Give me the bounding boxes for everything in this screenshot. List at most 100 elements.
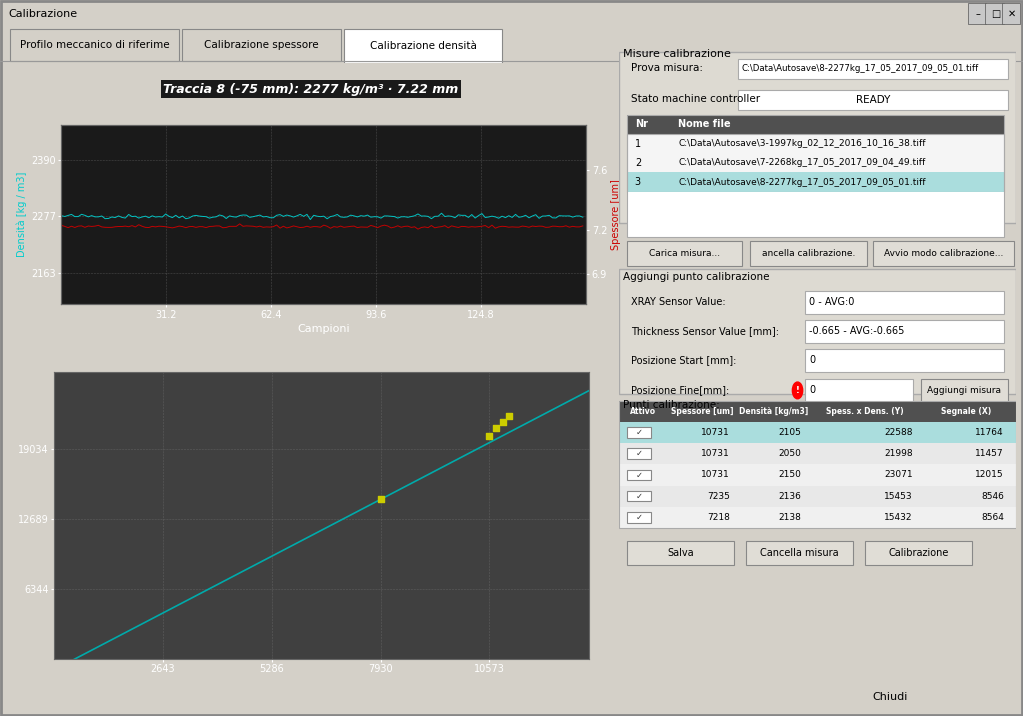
Text: ✓: ✓ (635, 470, 642, 480)
Text: Spessore [um]: Spessore [um] (671, 407, 733, 416)
Text: 2: 2 (635, 158, 641, 168)
Text: 10731: 10731 (702, 470, 730, 480)
Text: Posizione Fine[mm]:: Posizione Fine[mm]: (631, 385, 729, 395)
Text: Stato machine controller: Stato machine controller (631, 95, 760, 104)
Bar (619, 422, 1016, 443)
Text: 11764: 11764 (975, 428, 1004, 437)
Bar (619, 465, 1016, 485)
Bar (619, 401, 1016, 422)
Bar (10, 29, 179, 61)
Text: 10731: 10731 (702, 449, 730, 458)
Text: Carica misura...: Carica misura... (649, 249, 720, 258)
Text: 12015: 12015 (975, 470, 1004, 480)
Bar (619, 443, 1016, 465)
Bar (627, 153, 1004, 173)
Bar (627, 470, 651, 480)
Text: 2150: 2150 (779, 470, 801, 480)
Text: Calibrazione: Calibrazione (888, 548, 948, 558)
Bar (627, 173, 1004, 192)
Text: 22588: 22588 (884, 428, 913, 437)
Text: Attivo: Attivo (630, 407, 656, 416)
Bar (619, 52, 1016, 223)
Bar (968, 3, 986, 24)
Bar (985, 3, 1004, 24)
Text: 7218: 7218 (707, 513, 730, 522)
Bar (805, 320, 1004, 343)
Bar (627, 491, 651, 501)
Text: C:\Data\Autosave\8-2277kg_17_05_2017_09_05_01.tiff: C:\Data\Autosave\8-2277kg_17_05_2017_09_… (678, 178, 926, 187)
Text: –: – (976, 9, 980, 19)
Bar (619, 401, 1016, 528)
Bar (627, 115, 1004, 134)
Text: Calibrazione spessore: Calibrazione spessore (204, 40, 319, 50)
Text: 0: 0 (809, 355, 815, 365)
Text: 11457: 11457 (975, 449, 1004, 458)
Circle shape (793, 382, 803, 399)
Text: C:\Data\Autosave\8-2277kg_17_05_2017_09_05_01.tiff: C:\Data\Autosave\8-2277kg_17_05_2017_09_… (742, 64, 979, 74)
Text: Punti calibrazione:: Punti calibrazione: (623, 400, 719, 410)
Text: 2105: 2105 (779, 428, 801, 437)
Bar (627, 134, 1004, 153)
Bar (738, 59, 1008, 79)
Bar (921, 379, 1008, 402)
Bar (627, 115, 1004, 192)
Text: XRAY Sensor Value:: XRAY Sensor Value: (631, 297, 725, 307)
Text: C:\Data\Autosave\3-1997kg_02_12_2016_10_16_38.tiff: C:\Data\Autosave\3-1997kg_02_12_2016_10_… (678, 139, 926, 148)
Text: Posizione Start [mm]:: Posizione Start [mm]: (631, 355, 737, 365)
Text: 2136: 2136 (779, 492, 801, 500)
Text: C:\Data\Autosave\7-2268kg_17_05_2017_09_04_49.tiff: C:\Data\Autosave\7-2268kg_17_05_2017_09_… (678, 158, 926, 168)
Text: 10731: 10731 (702, 428, 730, 437)
Text: 0: 0 (809, 385, 815, 395)
Text: 0 - AVG:0: 0 - AVG:0 (809, 297, 855, 307)
Text: Densità [kg/m3]: Densità [kg/m3] (739, 407, 808, 416)
Bar (627, 427, 651, 438)
Bar (865, 541, 972, 566)
X-axis label: Campioni: Campioni (298, 324, 350, 334)
Text: ✓: ✓ (635, 492, 642, 500)
Text: Avvio modo calibrazione...: Avvio modo calibrazione... (884, 249, 1004, 258)
Text: Salva: Salva (667, 548, 694, 558)
Text: 23071: 23071 (884, 470, 913, 480)
Bar (619, 485, 1016, 507)
Text: 7235: 7235 (707, 492, 730, 500)
Text: Aggiungi punto calibrazione: Aggiungi punto calibrazione (623, 271, 769, 281)
Text: !: ! (796, 386, 799, 395)
Text: -0.665 - AVG:-0.665: -0.665 - AVG:-0.665 (809, 326, 904, 337)
Bar (627, 448, 651, 459)
Text: Aggiungi misura: Aggiungi misura (927, 386, 1002, 395)
Bar (619, 507, 1016, 528)
Text: Thickness Sensor Value [mm]:: Thickness Sensor Value [mm]: (631, 326, 779, 337)
Text: Segnale (X): Segnale (X) (941, 407, 991, 416)
Text: Cancella misura: Cancella misura (760, 548, 839, 558)
Point (501, 411, 518, 422)
Bar (1002, 3, 1020, 24)
Text: 2138: 2138 (779, 513, 801, 522)
Text: 8564: 8564 (981, 513, 1004, 522)
Text: 3: 3 (635, 177, 641, 187)
Text: 15453: 15453 (884, 492, 913, 500)
Bar (182, 29, 341, 61)
Text: Chiudi: Chiudi (873, 692, 907, 702)
Bar (746, 541, 853, 566)
Text: Prova misura:: Prova misura: (631, 63, 703, 73)
Text: ✓: ✓ (635, 428, 642, 437)
Text: ✓: ✓ (635, 513, 642, 522)
Bar (805, 379, 913, 402)
Bar (627, 241, 742, 266)
Text: Calibrazione: Calibrazione (8, 9, 78, 19)
Text: 21998: 21998 (884, 449, 913, 458)
Text: Misure calibrazione: Misure calibrazione (623, 49, 730, 59)
Y-axis label: Spessore [um]: Spessore [um] (612, 180, 621, 250)
Text: 2050: 2050 (779, 449, 801, 458)
Text: ✕: ✕ (1008, 9, 1016, 19)
Bar (873, 241, 1014, 266)
Text: 8546: 8546 (981, 492, 1004, 500)
Bar (805, 291, 1004, 314)
Text: Spess. x Dens. (Y): Spess. x Dens. (Y) (827, 407, 903, 416)
Text: 1: 1 (635, 138, 641, 148)
Text: ancella calibrazione.: ancella calibrazione. (762, 249, 855, 258)
Bar (627, 541, 735, 566)
Point (481, 430, 497, 442)
Bar (627, 192, 1004, 237)
Text: ✓: ✓ (635, 449, 642, 458)
